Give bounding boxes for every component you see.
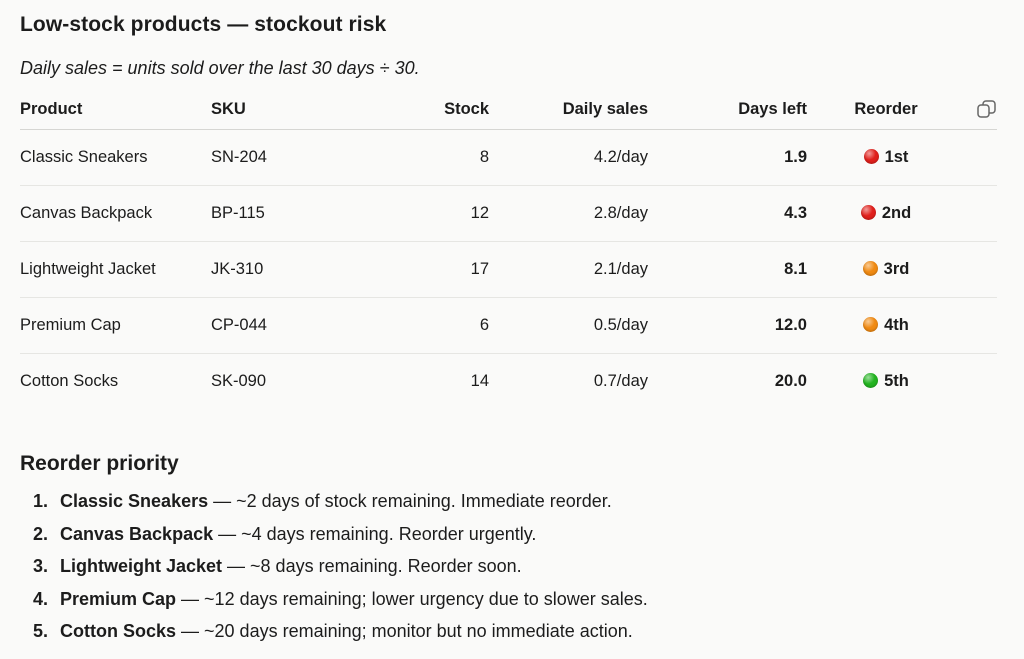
table-row: Premium Cap CP-044 6 0.5/day 12.0 4th <box>20 297 997 354</box>
reorder-rank: 3rd <box>883 260 910 278</box>
table-row: Lightweight Jacket JK-310 17 2.1/day 8.1… <box>20 241 997 298</box>
red-circle-icon <box>863 149 879 164</box>
cell-empty <box>965 241 997 298</box>
table-header-row: Product SKU Stock Daily sales Days left … <box>20 89 997 130</box>
header-days-left: Days left <box>648 89 807 130</box>
header-product: Product <box>20 89 211 130</box>
cell-empty <box>965 129 997 186</box>
cell-daily-sales: 0.5/day <box>489 297 648 354</box>
red-circle-icon <box>860 205 876 220</box>
cell-sku: JK-310 <box>211 241 371 298</box>
list-number: 2. <box>32 523 48 544</box>
list-item-name: Canvas Backpack <box>60 523 214 544</box>
cell-daily-sales: 4.2/day <box>489 129 648 186</box>
section-title-reorder-priority: Reorder priority <box>20 452 179 475</box>
cell-reorder: 5th <box>807 354 965 410</box>
table-body: Classic Sneakers SN-204 8 4.2/day 1.9 1s… <box>20 129 997 410</box>
list-number: 3. <box>32 556 48 576</box>
table-row: Cotton Socks SK-090 14 0.7/day 20.0 5th <box>20 354 997 410</box>
list-item-name: Lightweight Jacket <box>60 556 223 576</box>
cell-reorder: 4th <box>807 297 965 354</box>
header-reorder: Reorder <box>807 89 965 130</box>
low-stock-table: Product SKU Stock Daily sales Days left … <box>20 89 997 409</box>
reorder-rank: 2nd <box>881 204 912 222</box>
cell-sku: CP-044 <box>211 297 371 354</box>
cell-stock: 6 <box>371 297 489 354</box>
cell-days-left: 8.1 <box>648 241 807 298</box>
cell-daily-sales: 2.8/day <box>489 185 648 242</box>
list-item: 5. Cotton Socks — ~20 days remaining; mon… <box>20 615 997 648</box>
list-number: 1. <box>32 491 48 511</box>
list-item: 3. Lightweight Jacket — ~8 days remaining… <box>20 550 997 583</box>
header-stock: Stock <box>371 89 489 130</box>
cell-reorder: 1st <box>807 129 965 186</box>
cell-sku: BP-115 <box>211 185 371 242</box>
cell-stock: 17 <box>371 241 489 298</box>
cell-daily-sales: 0.7/day <box>593 372 648 390</box>
cell-reorder: 3rd <box>807 241 965 298</box>
cell-empty <box>965 354 997 410</box>
page-title: Low-stock products — stockout risk <box>20 13 387 36</box>
cell-product: Canvas Backpack <box>20 185 211 242</box>
list-item-name: Premium Cap <box>60 588 177 609</box>
cell-stock: 12 <box>371 185 489 242</box>
cell-empty <box>965 297 997 354</box>
list-item-text: — ~20 days remaining; monitor but no imm… <box>176 621 633 641</box>
table-row: Canvas Backpack BP-115 12 2.8/day 4.3 2n… <box>20 185 997 242</box>
reorder-rank: 1st <box>884 148 909 166</box>
cell-product: Lightweight Jacket <box>20 241 211 298</box>
reorder-rank: 5th <box>884 372 909 390</box>
list-item-text: — ~2 days of stock remaining. Immediate … <box>208 491 612 511</box>
list-item-name: Classic Sneakers <box>60 491 209 511</box>
cell-sku: SK-090 <box>211 372 267 390</box>
cell-product: Classic Sneakers <box>20 129 211 186</box>
cell-reorder: 2nd <box>807 185 965 242</box>
cell-daily-sales: 2.1/day <box>489 241 648 298</box>
list-item-name: Cotton Socks <box>60 621 177 641</box>
cell-days-left: 4.3 <box>648 185 807 242</box>
orange-circle-icon <box>862 261 878 276</box>
cell-product: Premium Cap <box>20 297 211 354</box>
copy-icon[interactable] <box>976 99 997 120</box>
message-content: Low-stock products — stockout risk Daily… <box>20 0 997 641</box>
header-sku: SKU <box>211 89 371 130</box>
cell-days-left: 12.0 <box>648 297 807 354</box>
priority-list: 1. Classic Sneakers — ~2 days of stock re… <box>20 485 997 648</box>
list-number: 4. <box>32 588 48 609</box>
list-item: 4. Premium Cap — ~12 days remaining; lowe… <box>20 583 997 616</box>
table-row: Classic Sneakers SN-204 8 4.2/day 1.9 1s… <box>20 129 997 186</box>
list-number: 5. <box>32 621 48 641</box>
orange-circle-icon <box>863 317 879 332</box>
cell-sku: SN-204 <box>211 129 371 186</box>
cell-stock: 8 <box>371 129 489 186</box>
cell-empty <box>965 185 997 242</box>
list-item-text: — ~4 days remaining. Reorder urgently. <box>213 523 537 544</box>
cell-product: Cotton Socks <box>20 372 119 390</box>
green-circle-icon <box>863 373 879 388</box>
cell-days-left: 1.9 <box>648 129 807 186</box>
list-item: 2. Canvas Backpack — ~4 days remaining. R… <box>20 518 997 551</box>
cell-days-left: 20.0 <box>774 372 807 390</box>
header-copy-cell <box>965 89 997 130</box>
reorder-rank: 4th <box>884 316 909 334</box>
list-item-text: — ~8 days remaining. Reorder soon. <box>222 556 522 576</box>
list-item-text: — ~12 days remaining; lower urgency due … <box>176 588 648 609</box>
cell-stock: 14 <box>470 372 489 390</box>
formula-note: Daily sales = units sold over the last 3… <box>20 58 420 78</box>
list-item: 1. Classic Sneakers — ~2 days of stock re… <box>20 485 997 518</box>
header-daily-sales: Daily sales <box>489 89 648 130</box>
